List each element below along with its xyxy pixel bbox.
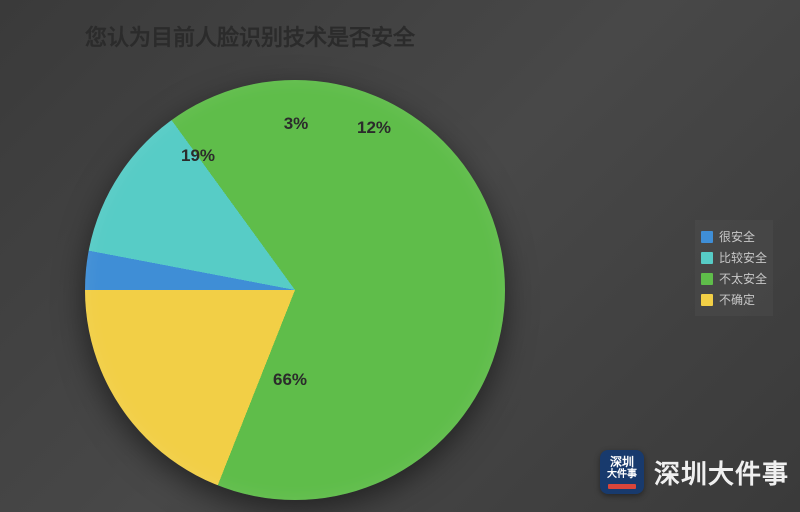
brand-text: 深圳大件事 bbox=[654, 454, 789, 491]
chart-title: 您认为目前人脸识别技术是否安全 bbox=[85, 20, 415, 52]
legend-label: 很安全 bbox=[719, 228, 755, 245]
chart-stage: 您认为目前人脸识别技术是否安全 3% 12% 66% 19% 很安全 比较安全 … bbox=[0, 0, 800, 512]
legend-item-not-safe: 不太安全 bbox=[701, 270, 767, 287]
legend-swatch-icon bbox=[701, 252, 713, 264]
brand-icon-line2: 大件事 bbox=[607, 470, 637, 480]
legend-swatch-icon bbox=[701, 273, 713, 285]
pie-label-unsure: 19% bbox=[181, 146, 215, 166]
legend-label: 不太安全 bbox=[719, 270, 767, 287]
legend-label: 比较安全 bbox=[719, 249, 767, 266]
legend-label: 不确定 bbox=[719, 291, 755, 308]
brand-icon-bar bbox=[608, 484, 636, 489]
legend-swatch-icon bbox=[701, 294, 713, 306]
brand-icon-line1: 深圳 bbox=[610, 456, 634, 468]
legend-item-unsure: 不确定 bbox=[701, 291, 767, 308]
legend-item-very-safe: 很安全 bbox=[701, 228, 767, 245]
pie-label-not-safe: 66% bbox=[273, 370, 307, 390]
legend-item-fairly-safe: 比较安全 bbox=[701, 249, 767, 266]
pie-label-very-safe: 3% bbox=[284, 114, 309, 134]
pie-label-fairly-safe: 12% bbox=[357, 118, 391, 138]
legend-swatch-icon bbox=[701, 231, 713, 243]
brand-watermark: 深圳 大件事 深圳大件事 bbox=[600, 450, 789, 494]
pie-chart bbox=[85, 80, 505, 500]
brand-icon: 深圳 大件事 bbox=[600, 450, 644, 494]
legend: 很安全 比较安全 不太安全 不确定 bbox=[695, 220, 773, 316]
